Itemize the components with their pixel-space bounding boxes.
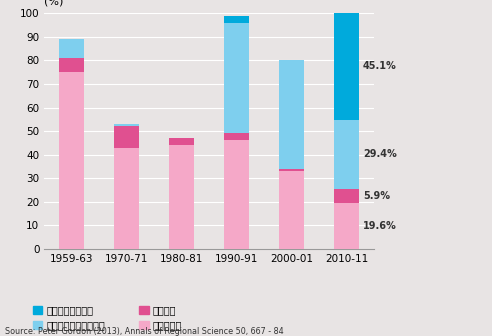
Legend: 国際的な共同執筆, 別の都市　（同じ国）, 同じ都市, 同じ研究所: 国際的な共同執筆, 別の都市 （同じ国）, 同じ都市, 同じ研究所	[32, 305, 182, 330]
Text: 19.6%: 19.6%	[363, 221, 397, 230]
Text: Source: Peter Gordon (2013), Annals of Regional Science 50, 667 - 84: Source: Peter Gordon (2013), Annals of R…	[5, 327, 283, 336]
Bar	[114, 126, 139, 148]
Bar	[279, 169, 304, 171]
Text: 45.1%: 45.1%	[363, 61, 397, 72]
Bar	[334, 203, 359, 249]
Bar	[279, 60, 304, 169]
Bar	[334, 13, 359, 120]
Bar	[169, 145, 194, 249]
Bar	[334, 120, 359, 189]
Bar	[59, 39, 84, 58]
Bar	[59, 58, 84, 72]
Bar	[224, 16, 249, 23]
Bar	[169, 138, 194, 145]
Text: 29.4%: 29.4%	[363, 149, 397, 159]
Bar	[114, 148, 139, 249]
Bar	[279, 171, 304, 249]
Bar	[224, 133, 249, 140]
Bar	[334, 189, 359, 203]
Bar	[224, 140, 249, 249]
Bar	[59, 72, 84, 249]
Bar	[114, 124, 139, 126]
Text: (%): (%)	[44, 0, 63, 6]
Bar	[224, 23, 249, 133]
Text: 5.9%: 5.9%	[363, 191, 390, 201]
